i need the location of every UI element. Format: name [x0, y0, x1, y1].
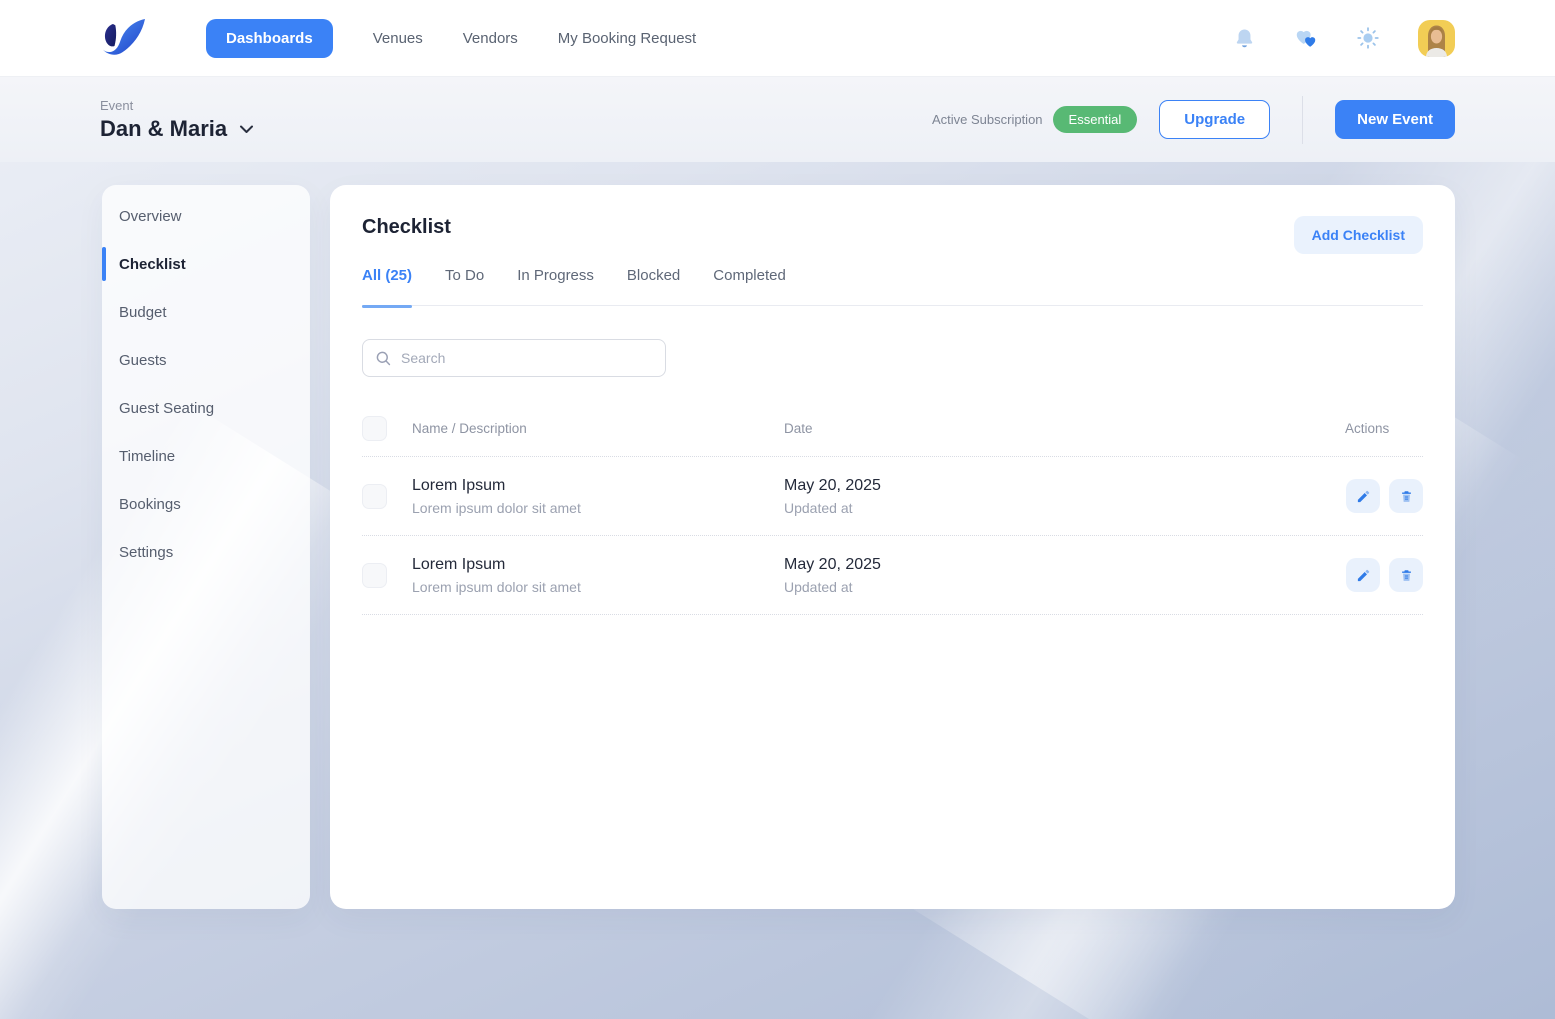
sidebar-item-budget[interactable]: Budget [119, 303, 167, 321]
tab-completed[interactable]: Completed [713, 267, 786, 284]
header-divider [1302, 95, 1304, 144]
edit-pencil-icon [1356, 568, 1371, 583]
sidebar-item-guests[interactable]: Guests [119, 351, 167, 369]
search-input[interactable] [401, 350, 653, 366]
search-icon [375, 350, 392, 367]
row-checkbox[interactable] [362, 562, 387, 588]
tab-to-do[interactable]: To Do [445, 267, 485, 284]
item-description: Lorem ipsum dolor sit amet [412, 578, 581, 595]
user-avatar[interactable] [1418, 19, 1455, 57]
column-header-date: Date [784, 421, 813, 436]
column-header-name: Name / Description [412, 421, 527, 436]
subscription-tier-badge: Essential [1052, 106, 1138, 133]
tab-all[interactable]: All (25) [362, 267, 413, 308]
event-label: Event [100, 97, 134, 113]
item-name: Lorem Ipsum [412, 476, 506, 494]
sidebar-item-overview[interactable]: Overview [119, 207, 182, 225]
delete-button[interactable] [1389, 479, 1423, 513]
chevron-down-icon [239, 124, 254, 134]
select-all-checkbox[interactable] [362, 416, 387, 441]
item-date: May 20, 2025 [784, 476, 881, 494]
favorites-hearts-icon[interactable] [1294, 26, 1318, 50]
row-checkbox[interactable] [362, 483, 387, 509]
sidebar-item-guest-seating[interactable]: Guest Seating [119, 399, 215, 417]
delete-button[interactable] [1389, 558, 1423, 592]
page-title: Checklist [362, 216, 451, 238]
nav-item-dashboards[interactable]: Dashboards [206, 18, 333, 58]
edit-button[interactable] [1346, 558, 1380, 592]
sidebar-item-timeline[interactable]: Timeline [119, 447, 176, 465]
nav-item-my-booking-request[interactable]: My Booking Request [557, 29, 697, 47]
item-date-note: Updated at [784, 499, 853, 516]
checklist-tabs: All (25) To Do In Progress Blocked Compl… [362, 267, 1423, 308]
nav-item-venues[interactable]: Venues [372, 29, 423, 47]
delete-trash-icon [1399, 489, 1414, 504]
table-header-row: Name / Description Date Actions [362, 401, 1423, 457]
subscription-actions: Active Subscription Essential Upgrade Ne… [931, 95, 1455, 144]
column-header-actions: Actions [1345, 421, 1390, 436]
event-selector-block: Event Dan & Maria [100, 98, 254, 142]
brand-logo-icon[interactable] [100, 16, 150, 60]
upgrade-button[interactable]: Upgrade [1159, 100, 1271, 139]
tab-in-progress[interactable]: In Progress [517, 267, 594, 284]
edit-pencil-icon [1356, 489, 1371, 504]
event-name: Dan & Maria [100, 115, 228, 141]
event-sidebar: Overview Checklist Budget Guests Guest S… [102, 185, 310, 909]
edit-button[interactable] [1346, 479, 1380, 513]
main-navigation: Dashboards Venues Vendors My Booking Req… [206, 18, 697, 58]
event-selector[interactable]: Dan & Maria [100, 116, 254, 142]
sidebar-item-checklist[interactable]: Checklist [102, 240, 310, 288]
navbar-actions [1232, 19, 1455, 57]
table-row: Lorem Ipsum Lorem ipsum dolor sit amet M… [362, 536, 1423, 615]
top-navbar: Dashboards Venues Vendors My Booking Req… [0, 0, 1555, 77]
table-row: Lorem Ipsum Lorem ipsum dolor sit amet M… [362, 457, 1423, 536]
item-date: May 20, 2025 [784, 555, 881, 573]
search-box [362, 339, 666, 377]
theme-sun-icon[interactable] [1356, 26, 1380, 50]
new-event-button[interactable]: New Event [1335, 100, 1455, 139]
notification-bell-icon[interactable] [1232, 26, 1256, 50]
item-description: Lorem ipsum dolor sit amet [412, 499, 581, 516]
sidebar-item-bookings[interactable]: Bookings [119, 495, 181, 513]
tab-blocked[interactable]: Blocked [626, 267, 681, 284]
checklist-panel: Checklist Add Checklist All (25) To Do I… [330, 185, 1455, 909]
checklist-table: Name / Description Date Actions Lorem Ip… [362, 401, 1423, 615]
add-checklist-button[interactable]: Add Checklist [1293, 216, 1423, 254]
active-subscription-label: Active Subscription [931, 112, 1043, 127]
item-date-note: Updated at [784, 578, 853, 595]
delete-trash-icon [1399, 568, 1414, 583]
nav-item-vendors[interactable]: Vendors [462, 29, 518, 47]
checklist-panel-header: Checklist Add Checklist [362, 216, 1423, 254]
item-name: Lorem Ipsum [412, 555, 506, 573]
event-header: Event Dan & Maria Active Subscription Es… [0, 77, 1555, 162]
sidebar-item-settings[interactable]: Settings [119, 543, 174, 561]
